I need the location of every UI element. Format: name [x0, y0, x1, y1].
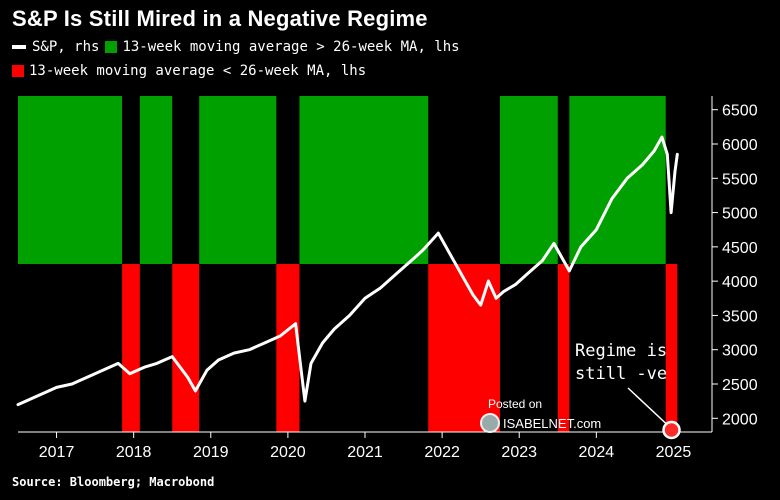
y-tick-label-3500: 3500	[722, 308, 758, 325]
x-tick-label-2023: 2023	[501, 444, 537, 461]
sp-line-0	[16, 135, 679, 407]
x-tick-label-2024: 2024	[579, 444, 615, 461]
positive-regime-band-0	[18, 96, 123, 264]
annotation-circle	[662, 420, 681, 440]
x-ticks: 2017 2018 2019 2020 2021 2022 2023 2024 2025	[39, 432, 692, 461]
x-tick-label-2021: 2021	[347, 444, 383, 461]
y-tick-label-2000: 2000	[722, 411, 758, 428]
red-legend-swatch	[12, 65, 24, 77]
sp-legend-swatch	[12, 45, 26, 49]
legend-row-1: S&P, rhs 13-week moving average > 26-wee…	[12, 39, 460, 55]
watermark-posted-on: Posted on	[488, 397, 543, 411]
watermark-site: ISABELNET.com	[503, 415, 602, 431]
negative-regime-band-7	[428, 264, 500, 432]
chart-title: S&P Is Still Mired in a Negative Regime	[12, 6, 428, 31]
y-tick-label-4000: 4000	[722, 274, 758, 291]
sp-series	[16, 135, 679, 407]
isabelnet-logo-icon	[480, 413, 500, 433]
y-tick-label-3000: 3000	[722, 343, 758, 360]
x-tick-label-2025: 2025	[656, 444, 692, 461]
green-legend-label: 13-week moving average > 26-week MA, lhs	[122, 39, 460, 55]
y-tick-label-4500: 4500	[722, 240, 758, 257]
positive-regime-band-2	[139, 96, 173, 264]
legend-row-2: 13-week moving average < 26-week MA, lhs	[12, 63, 366, 79]
positive-regime-band-10	[569, 96, 666, 264]
positive-regime-band-4	[199, 96, 277, 264]
x-tick-label-2019: 2019	[193, 444, 229, 461]
annotation-line-1: Regime is	[575, 341, 668, 361]
y-tick-label-6500: 6500	[722, 103, 758, 120]
y-tick-label-2500: 2500	[722, 377, 758, 394]
x-tick-label-2017: 2017	[39, 444, 75, 461]
x-tick-label-2020: 2020	[270, 444, 306, 461]
watermark-logo: ISABELNET.com	[480, 413, 601, 433]
negative-regime-band-1	[122, 264, 140, 432]
y-ticks: 2000 2500 3000 3500 4000 4500 5000 5500 6000 6500	[712, 103, 758, 428]
x-tick-label-2018: 2018	[116, 444, 152, 461]
positive-regime-band-6	[299, 96, 429, 264]
red-legend-label: 13-week moving average < 26-week MA, lhs	[29, 63, 367, 79]
negative-regime-band-5	[276, 264, 300, 432]
positive-regime-band-8	[499, 96, 558, 264]
annotation-text: Regime is still -ve	[575, 340, 667, 386]
negative-regime-band-11	[665, 264, 678, 432]
annotation-arrow	[627, 387, 668, 425]
green-legend-swatch	[105, 41, 118, 53]
watermark: Posted on ISABELNET.com	[480, 397, 601, 433]
y-tick-label-5000: 5000	[722, 206, 758, 223]
sp-legend-label: S&P, rhs	[32, 39, 100, 55]
source-note: Source: Bloomberg; Macrobond	[12, 475, 215, 489]
y-tick-label-5500: 5500	[722, 171, 758, 188]
negative-regime-band-9	[557, 264, 570, 432]
negative-regime-band-3	[172, 264, 200, 432]
y-tick-label-6000: 6000	[722, 137, 758, 154]
annotation-line-2: still -ve	[575, 364, 668, 384]
x-tick-label-2022: 2022	[424, 444, 460, 461]
regime-bands	[18, 96, 678, 432]
